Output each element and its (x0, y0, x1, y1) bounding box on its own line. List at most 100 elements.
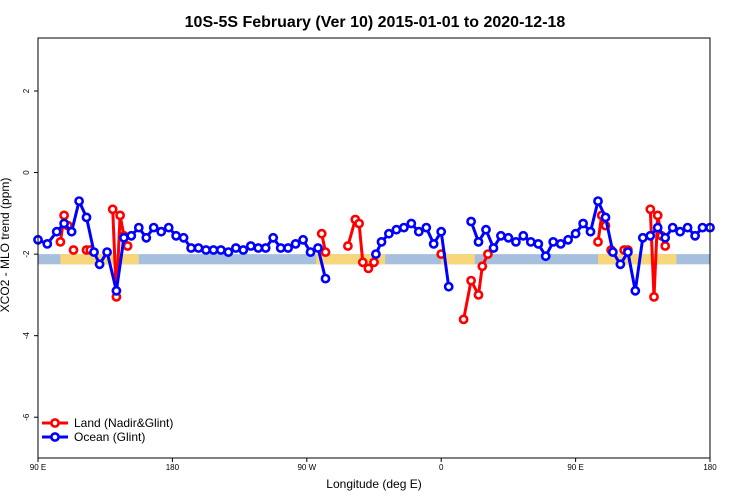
y-tick-label: -6 (22, 413, 31, 421)
series-1-point (615, 259, 626, 270)
series-1-point (421, 222, 432, 233)
y-axis-label: XCO2 - MLO trend (ppm) (0, 178, 12, 313)
x-tick-label: 0 (439, 463, 444, 472)
series-1-point (245, 241, 256, 251)
series-1-point (443, 281, 454, 292)
series-1-point (94, 259, 105, 270)
series-1-point (290, 238, 301, 249)
series-0-point (68, 245, 79, 255)
series-1-point (660, 232, 671, 243)
series-1-point (126, 230, 137, 241)
series-1-line-2 (469, 199, 710, 293)
series-1-point (608, 247, 618, 257)
series-1-point (428, 238, 439, 249)
series-0-point (466, 275, 476, 286)
series-1-point (511, 236, 521, 247)
series-1-point (141, 232, 152, 243)
legend-swatch-marker (50, 432, 60, 442)
series-0-point (363, 263, 374, 274)
series-1-point (667, 222, 678, 233)
series-1-point (260, 243, 271, 253)
land-patch-2 (441, 254, 475, 265)
x-tick-label: 90 W (297, 463, 316, 472)
plot-frame (37, 37, 711, 459)
series-1-point (548, 236, 559, 247)
series-0-point (369, 257, 379, 268)
series-1-point (652, 222, 663, 233)
series-layer (33, 196, 715, 325)
series-1-point (238, 245, 249, 255)
series-1-point (630, 285, 641, 296)
series-1-point (525, 236, 536, 247)
legend-label: Ocean (Glint) (74, 430, 145, 444)
x-tick-label: 180 (166, 463, 180, 472)
series-1-point (201, 245, 211, 255)
series-1-point (697, 222, 708, 233)
series-1-point (305, 247, 316, 257)
series-1-point (283, 243, 293, 253)
series-1-point (102, 247, 112, 257)
series-1-point (503, 232, 514, 243)
chart-title: 10S-5S February (Ver 10) 2015-01-01 to 2… (185, 14, 566, 31)
series-1-point (376, 236, 387, 247)
series-1-point (518, 230, 529, 241)
x-axis-label: Longitude (deg E) (326, 477, 421, 491)
series-1-point (637, 232, 648, 243)
series-1-point (111, 285, 122, 296)
x-tick-label: 180 (703, 463, 717, 472)
legend-entry-1: Ocean (Glint) (42, 430, 145, 444)
series-0-point (652, 210, 663, 221)
series-1-point (570, 228, 581, 239)
series-0 (55, 204, 671, 325)
series-1-point (81, 212, 92, 223)
series-1-point (133, 222, 144, 233)
y-tick-label: -2 (22, 250, 31, 258)
series-0-point (473, 289, 484, 300)
series-1-point (148, 222, 159, 233)
series-0-point (458, 314, 469, 325)
series-1-point (600, 212, 611, 223)
series-1-point (215, 245, 226, 255)
x-tick-label: 90 E (567, 463, 583, 472)
series-1-point (690, 230, 700, 241)
series-1-point (540, 251, 551, 262)
series-1-point (268, 232, 279, 243)
series-1 (33, 196, 715, 296)
series-1-point (495, 230, 506, 241)
legend-label: Land (Nadir&Glint) (74, 416, 173, 430)
series-0-point (115, 210, 125, 221)
y-tick-label: -4 (22, 332, 31, 340)
series-1-point (66, 226, 77, 237)
land-patch-3 (598, 254, 677, 265)
series-0-point (477, 261, 488, 272)
series-1-point (230, 243, 241, 253)
series-0-point (316, 228, 327, 239)
series-1-point (645, 230, 656, 241)
series-0-point (342, 241, 353, 251)
series-1-point (413, 226, 424, 237)
y-tick-label: 0 (22, 170, 31, 175)
series-1-point (119, 232, 129, 243)
series-1-point (370, 249, 381, 259)
series-0-point (357, 257, 368, 268)
series-1-point (555, 238, 566, 249)
series-0-point (320, 247, 331, 257)
series-1-point (436, 226, 447, 237)
series-1-point (593, 196, 603, 206)
series-1-point (481, 224, 491, 235)
land-patch-1 (316, 254, 386, 265)
series-1-point (466, 216, 476, 227)
series-0-point (55, 236, 66, 247)
series-1-point (398, 222, 409, 233)
series-1-point (682, 222, 693, 233)
y-tick-label: 2 (22, 88, 31, 93)
series-1-point (473, 236, 484, 247)
series-1-point (578, 218, 588, 229)
series-1-point (675, 226, 685, 237)
legend-entry-0: Land (Nadir&Glint) (42, 416, 173, 430)
legend-swatch-marker (50, 418, 60, 428)
legend: Land (Nadir&Glint)Ocean (Glint) (42, 416, 173, 444)
series-1-point (74, 196, 84, 206)
series-1-point (533, 238, 544, 249)
